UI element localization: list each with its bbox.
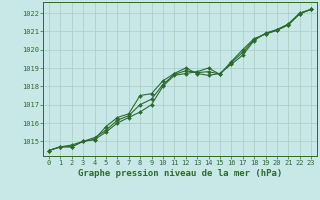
- X-axis label: Graphe pression niveau de la mer (hPa): Graphe pression niveau de la mer (hPa): [78, 169, 282, 178]
